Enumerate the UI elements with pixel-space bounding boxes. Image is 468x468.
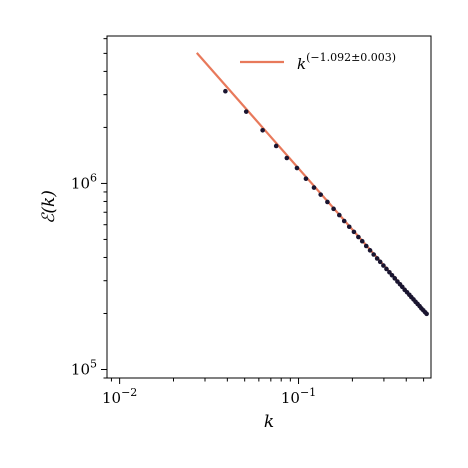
data-point [356, 234, 361, 240]
data-point [392, 276, 398, 281]
y-tick-label-exponent: 5 [90, 357, 97, 370]
y-tick-label-base: 10 [71, 174, 90, 192]
data-point [384, 266, 389, 272]
data-point [367, 248, 373, 253]
x-axis-ticks: 10−2 10−1 [102, 378, 425, 407]
data-point [294, 165, 300, 171]
data-point [374, 256, 380, 261]
data-point [284, 155, 290, 161]
data-point [223, 88, 228, 94]
data-point [387, 269, 392, 275]
x-tick-label-base: 10 [281, 389, 300, 407]
data-point [311, 185, 317, 190]
data-point [381, 263, 386, 268]
x-tick-label: 10−2 [102, 386, 137, 407]
y-tick-label-base: 10 [71, 360, 90, 378]
data-point [346, 224, 352, 230]
x-axis-label: k [264, 412, 274, 432]
legend-label-base: k [297, 55, 306, 73]
y-axis-label: ℰ(k) [39, 190, 59, 224]
legend-label-fit: k(−1.092±0.003) [297, 51, 396, 73]
data-point [424, 311, 429, 317]
plot-area [107, 36, 431, 378]
data-point [351, 229, 357, 235]
data-point [371, 252, 376, 257]
x-tick-label-exponent: −1 [300, 386, 316, 399]
y-tick-label-exponent: 6 [90, 171, 97, 184]
data-point [359, 238, 365, 244]
plot-frame [106, 35, 432, 379]
legend: k(−1.092±0.003) [240, 51, 396, 73]
x-tick-label-exponent: −2 [121, 386, 137, 399]
data-point [325, 199, 330, 205]
x-tick-label-base: 10 [102, 389, 121, 407]
data-point [243, 109, 249, 114]
x-tick-label: 10−1 [281, 386, 316, 407]
data-point [337, 212, 342, 218]
data-point [260, 127, 265, 133]
y-tick-label: 106 [71, 171, 97, 192]
data-point [331, 206, 336, 212]
data-point [318, 192, 323, 197]
data-points-layer [223, 88, 429, 317]
data-point [273, 143, 279, 149]
legend-label-exponent: (−1.092±0.003) [306, 51, 396, 64]
data-point [363, 243, 369, 249]
data-point [377, 259, 383, 265]
data-point [303, 176, 309, 182]
data-point [341, 218, 347, 224]
y-tick-label: 105 [71, 357, 97, 378]
data-point [389, 272, 395, 278]
